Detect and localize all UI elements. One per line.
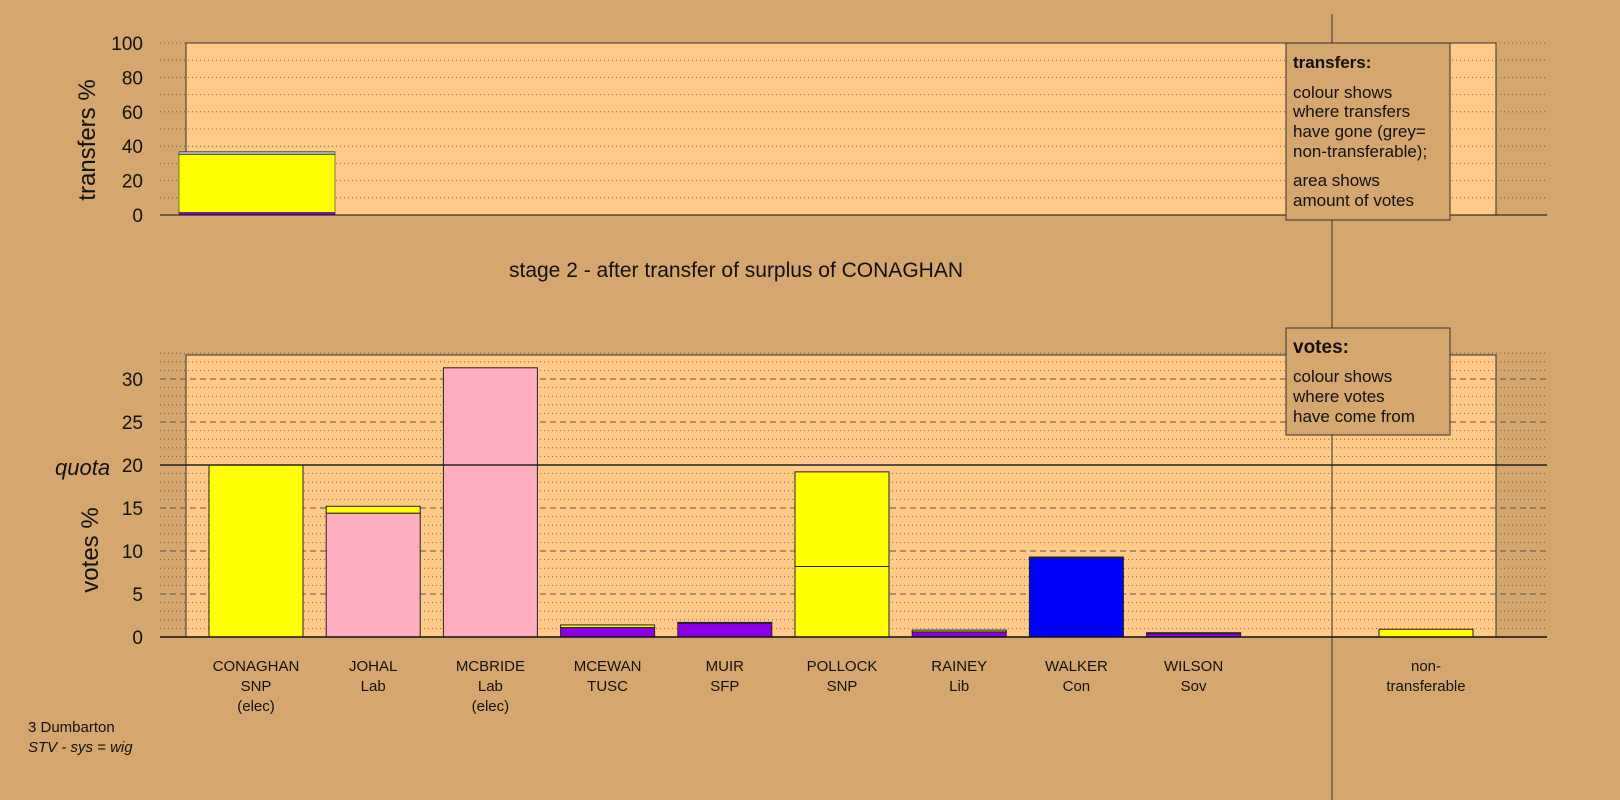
transfers-tick-labels: 0 20 40 60 80 100 bbox=[111, 34, 143, 227]
vote-segment bbox=[560, 624, 656, 629]
vote-segment bbox=[1146, 632, 1242, 635]
votes-legend-line: where votes bbox=[1292, 387, 1385, 406]
transfer-bars bbox=[178, 151, 336, 216]
tick-label: 20 bbox=[122, 456, 143, 477]
candidate-name: POLLOCK bbox=[807, 658, 878, 675]
vote-segment bbox=[1028, 557, 1124, 638]
transfer-segment bbox=[178, 151, 336, 155]
nontransferable-bar bbox=[1378, 628, 1474, 638]
tick-label: 30 bbox=[122, 370, 143, 391]
candidate-name: RAINEY bbox=[931, 658, 987, 675]
vote-segment bbox=[442, 367, 538, 638]
nontransferable-label: transferable bbox=[1386, 678, 1465, 695]
vote-bars bbox=[208, 367, 1474, 638]
vote-segment bbox=[560, 627, 656, 638]
candidate-party: Sov bbox=[1181, 678, 1207, 695]
transfers-axis-label: transfers % bbox=[74, 79, 101, 200]
vote-segment bbox=[794, 471, 890, 567]
votes-tick-labels: 0 5 10 15 20 25 30 bbox=[122, 370, 143, 649]
votes-axis-label: votes % bbox=[77, 507, 104, 592]
transfer-segment bbox=[178, 154, 336, 213]
stage-title: stage 2 - after transfer of surplus of C… bbox=[509, 259, 963, 282]
candidate-party: Lab bbox=[361, 678, 386, 695]
votes-legend-title: votes: bbox=[1293, 337, 1349, 358]
nontransferable-label: non- bbox=[1411, 658, 1441, 675]
votes-legend: votes: colour shows where votes have com… bbox=[1285, 327, 1451, 436]
transfers-legend-line: have gone (grey= bbox=[1293, 122, 1426, 141]
candidate-party: Lab bbox=[478, 678, 503, 695]
transfers-legend-line: non-transferable); bbox=[1293, 142, 1427, 161]
system-label: STV - sys = wig bbox=[28, 739, 133, 756]
tick-label: 25 bbox=[122, 413, 143, 434]
tick-label: 5 bbox=[132, 585, 143, 606]
candidate-party: SNP bbox=[827, 678, 858, 695]
candidate-party: SNP bbox=[241, 678, 272, 695]
candidate-party: SFP bbox=[710, 678, 739, 695]
quota-label: quota bbox=[55, 455, 110, 480]
vote-segment bbox=[325, 505, 421, 514]
candidate-party: Con bbox=[1063, 678, 1091, 695]
transfers-legend-line: where transfers bbox=[1292, 102, 1410, 121]
candidate-name: WILSON bbox=[1164, 658, 1223, 675]
transfers-legend: transfers: colour shows where transfers … bbox=[1285, 42, 1451, 221]
transfers-legend-line: colour shows bbox=[1293, 83, 1392, 102]
tick-label: 60 bbox=[122, 103, 143, 124]
votes-legend-line: colour shows bbox=[1293, 367, 1392, 386]
vote-segment bbox=[794, 565, 890, 638]
transfers-legend-line: amount of votes bbox=[1293, 191, 1414, 210]
tick-label: 0 bbox=[132, 206, 143, 227]
candidate-name: JOHAL bbox=[349, 658, 397, 675]
vote-segment bbox=[208, 464, 304, 638]
vote-segment bbox=[677, 622, 773, 638]
constituency-label: 3 Dumbarton bbox=[28, 719, 115, 736]
vote-segment bbox=[1028, 556, 1124, 559]
transfers-legend-line: area shows bbox=[1293, 171, 1380, 190]
candidate-name: MUIR bbox=[706, 658, 744, 675]
vote-segment bbox=[911, 629, 1007, 633]
tick-label: 80 bbox=[122, 68, 143, 89]
candidate-status: (elec) bbox=[237, 698, 275, 715]
vote-segment bbox=[677, 621, 773, 624]
candidate-name: MCBRIDE bbox=[456, 658, 525, 675]
tick-label: 0 bbox=[132, 628, 143, 649]
candidate-party: TUSC bbox=[587, 678, 628, 695]
tick-label: 15 bbox=[122, 499, 143, 520]
candidate-name: CONAGHAN bbox=[213, 658, 300, 675]
tick-label: 40 bbox=[122, 137, 143, 158]
candidate-party: Lib bbox=[949, 678, 969, 695]
tick-label: 10 bbox=[122, 542, 143, 563]
votes-legend-line: have come from bbox=[1293, 407, 1415, 426]
candidate-name: WALKER bbox=[1045, 658, 1108, 675]
vote-segment bbox=[325, 512, 421, 638]
transfers-legend-title: transfers: bbox=[1293, 53, 1371, 72]
tick-label: 20 bbox=[122, 172, 143, 193]
tick-label: 100 bbox=[111, 34, 143, 55]
vote-segment bbox=[911, 631, 1007, 638]
candidate-name: MCEWAN bbox=[574, 658, 642, 675]
candidate-labels: CONAGHAN SNP (elec) JOHAL Lab MCBRIDE Lab (elec… bbox=[213, 658, 1466, 715]
candidate-status: (elec) bbox=[472, 698, 510, 715]
